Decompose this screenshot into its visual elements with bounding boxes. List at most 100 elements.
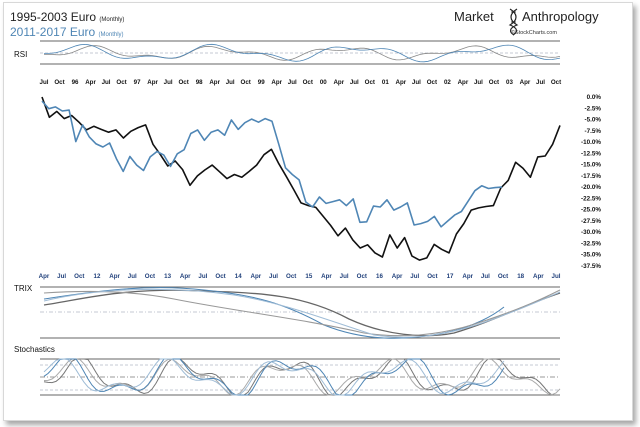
x-tick-label-top: Jul xyxy=(164,79,173,86)
y-tick-label: -32.5% xyxy=(581,240,601,247)
x-tick-label-top: Jul xyxy=(474,79,483,86)
brand-anthropology: Anthropology xyxy=(522,9,599,24)
x-tick-label-top: Oct xyxy=(551,79,561,86)
x-tick-label-bottom: Jul xyxy=(128,273,137,280)
x-tick-label-top: Apr xyxy=(396,79,407,86)
x-tick-label-top: Jul xyxy=(226,79,235,86)
rsi-label: RSI xyxy=(14,50,27,59)
y-tick-label: -20.0% xyxy=(581,184,601,191)
x-tick-label-bottom: Jul xyxy=(57,273,66,280)
y-axis-right: 0.0% -2.5% -5.0% -7.5% -10.0% -12.5% -15.0% -17… xyxy=(581,94,601,270)
trix-panel: TRIX xyxy=(14,284,561,339)
x-tick-label-top: 96 xyxy=(72,79,79,86)
price-plot xyxy=(41,96,561,261)
x-tick-label-bottom: Oct xyxy=(286,273,296,280)
x-tick-label-top: 00 xyxy=(320,79,327,86)
x-tick-label-top: Oct xyxy=(365,79,375,86)
x-tick-label-bottom: Apr xyxy=(39,273,50,280)
x-tick-label-top: 97 xyxy=(134,79,141,86)
x-tick-label-bottom: 16 xyxy=(376,273,383,280)
x-tick-label-bottom: 18 xyxy=(517,273,524,280)
y-tick-label: -5.0% xyxy=(585,117,602,124)
x-tick-label-top: Jul xyxy=(412,79,421,86)
y-tick-label: -17.5% xyxy=(581,173,601,180)
trix-signal-gray xyxy=(43,289,561,337)
x-tick-label-bottom: Apr xyxy=(180,273,191,280)
y-tick-label: -2.5% xyxy=(585,105,602,112)
x-tick-label-top: Oct xyxy=(241,79,251,86)
y-tick-label: -37.5% xyxy=(581,263,601,270)
x-tick-label-top: Oct xyxy=(303,79,313,86)
x-tick-label-bottom: Apr xyxy=(533,273,544,280)
source-label: ©StockCharts.com xyxy=(511,29,557,36)
x-tick-label-bottom: Jul xyxy=(410,273,419,280)
brand-market: Market xyxy=(454,9,494,24)
series-line-1995-2003 xyxy=(41,96,561,261)
stochastics-panel: Stochastics xyxy=(14,345,561,396)
x-tick-label-bottom: 15 xyxy=(305,273,312,280)
chart-frame: 1995-2003 Euro (Monthly) 2011-2017 Euro … xyxy=(3,2,633,421)
x-tick-label-top: 03 xyxy=(506,79,513,86)
y-tick-label: -27.5% xyxy=(581,218,601,225)
x-tick-label-bottom: Oct xyxy=(357,273,367,280)
x-tick-label-top: 98 xyxy=(196,79,203,86)
x-tick-label-top: Apr xyxy=(85,79,96,86)
x-tick-label-top: Oct xyxy=(489,79,499,86)
x-tick-label-bottom: Jul xyxy=(198,273,207,280)
x-tick-label-top: Apr xyxy=(271,79,282,86)
x-tick-label-bottom: 13 xyxy=(164,273,171,280)
x-tick-label-top: Oct xyxy=(178,79,188,86)
y-tick-label: -30.0% xyxy=(581,229,601,236)
stochastics-label: Stochastics xyxy=(14,345,55,354)
x-tick-label-top: Apr xyxy=(520,79,531,86)
x-tick-label-bottom: Apr xyxy=(462,273,473,280)
trix-signal-blue xyxy=(43,288,561,338)
rsi-line-blue xyxy=(44,43,561,63)
x-tick-label-top: Oct xyxy=(427,79,437,86)
x-tick-label-top: 02 xyxy=(444,79,451,86)
chart-svg: 1995-2003 Euro (Monthly) 2011-2017 Euro … xyxy=(10,8,601,396)
stochastic-d-blue xyxy=(43,358,505,396)
x-tick-label-bottom: Oct xyxy=(145,273,155,280)
stochastic-k-gray xyxy=(43,358,560,396)
x-tick-label-bottom: Oct xyxy=(74,273,84,280)
x-tick-label-bottom: Apr xyxy=(392,273,403,280)
x-tick-label-bottom: Apr xyxy=(109,273,120,280)
x-tick-label-top: Oct xyxy=(54,79,64,86)
x-tick-label-top: Apr xyxy=(458,79,469,86)
y-tick-label: -35.0% xyxy=(581,252,601,259)
x-axis-top: Jul Oct 96 Apr Jul Oct 97 Apr Jul Oct 98 Apr Jul Oct 9… xyxy=(40,79,562,86)
x-tick-label-top: Jul xyxy=(536,79,545,86)
x-tick-label-top: Apr xyxy=(209,79,220,86)
title-2: 2011-2017 Euro (Monthly) xyxy=(10,25,124,39)
stochastic-k-blue xyxy=(43,358,505,396)
x-tick-label-bottom: Jul xyxy=(340,273,349,280)
rsi-line-gray xyxy=(44,45,561,61)
x-tick-label-bottom: Apr xyxy=(251,273,262,280)
x-tick-label-top: 01 xyxy=(382,79,389,86)
rsi-panel: RSI xyxy=(14,40,561,65)
x-tick-label-top: Apr xyxy=(333,79,344,86)
series-line-2011-2017 xyxy=(41,100,503,228)
x-tick-label-top: Jul xyxy=(102,79,111,86)
x-tick-label-bottom: Jul xyxy=(481,273,490,280)
dna-helix-icon xyxy=(508,8,519,36)
x-tick-label-bottom: Jul xyxy=(552,273,561,280)
x-tick-label-bottom: Oct xyxy=(215,273,225,280)
y-tick-label: -12.5% xyxy=(581,150,601,157)
trix-line-black xyxy=(43,289,561,337)
x-tick-label-top: Jul xyxy=(350,79,359,86)
x-tick-label-bottom: Apr xyxy=(321,273,332,280)
y-tick-label: -7.5% xyxy=(585,128,602,135)
x-tick-label-bottom: 14 xyxy=(235,273,242,280)
x-tick-label-top: Oct xyxy=(116,79,126,86)
x-tick-label-top: Jul xyxy=(40,79,49,86)
y-tick-label: -22.5% xyxy=(581,195,601,202)
x-tick-label-bottom: Oct xyxy=(498,273,508,280)
y-tick-label: -15.0% xyxy=(581,162,601,169)
y-tick-label: -10.0% xyxy=(581,139,601,146)
trix-label: TRIX xyxy=(14,284,33,293)
x-tick-label-top: 99 xyxy=(258,79,265,86)
title-1: 1995-2003 Euro (Monthly) xyxy=(10,10,124,24)
y-tick-label: -25.0% xyxy=(581,207,601,214)
